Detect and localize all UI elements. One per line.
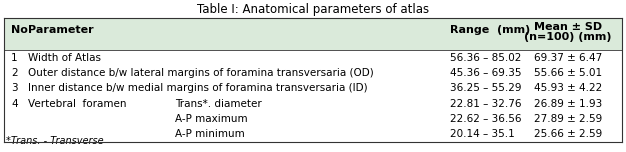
Text: 36.25 – 55.29: 36.25 – 55.29 xyxy=(450,83,521,93)
Text: Parameter: Parameter xyxy=(28,25,94,35)
Text: Inner distance b/w medial margins of foramina transversaria (ID): Inner distance b/w medial margins of for… xyxy=(28,83,367,93)
Text: *Trans. - Transverse: *Trans. - Transverse xyxy=(6,136,104,146)
Text: 20.14 – 35.1: 20.14 – 35.1 xyxy=(450,129,515,139)
Text: 55.66 ± 5.01: 55.66 ± 5.01 xyxy=(534,68,602,78)
Text: 69.37 ± 6.47: 69.37 ± 6.47 xyxy=(534,53,602,63)
Text: Vertebral  foramen: Vertebral foramen xyxy=(28,99,126,109)
Text: No.: No. xyxy=(11,25,32,35)
Text: 1: 1 xyxy=(11,53,18,63)
Text: Outer distance b/w lateral margins of foramina transversaria (OD): Outer distance b/w lateral margins of fo… xyxy=(28,68,374,78)
Text: A-P minimum: A-P minimum xyxy=(175,129,245,139)
Text: 25.66 ± 2.59: 25.66 ± 2.59 xyxy=(534,129,602,139)
Text: 2: 2 xyxy=(11,68,18,78)
Text: 45.93 ± 4.22: 45.93 ± 4.22 xyxy=(534,83,602,93)
Text: A-P maximum: A-P maximum xyxy=(175,114,248,124)
Text: 45.36 – 69.35: 45.36 – 69.35 xyxy=(450,68,521,78)
Text: Trans*. diameter: Trans*. diameter xyxy=(175,99,262,109)
Text: 56.36 – 85.02: 56.36 – 85.02 xyxy=(450,53,521,63)
Text: Range  (mm): Range (mm) xyxy=(450,25,530,35)
Text: 4: 4 xyxy=(11,99,18,109)
Bar xyxy=(4,18,622,50)
Text: 22.62 – 36.56: 22.62 – 36.56 xyxy=(450,114,521,124)
Text: 26.89 ± 1.93: 26.89 ± 1.93 xyxy=(534,99,602,109)
Text: 27.89 ± 2.59: 27.89 ± 2.59 xyxy=(534,114,602,124)
Text: Width of Atlas: Width of Atlas xyxy=(28,53,101,63)
Text: 22.81 – 32.76: 22.81 – 32.76 xyxy=(450,99,521,109)
Text: Table I: Anatomical parameters of atlas: Table I: Anatomical parameters of atlas xyxy=(197,2,429,16)
Text: 3: 3 xyxy=(11,83,18,93)
Text: (n=100) (mm): (n=100) (mm) xyxy=(524,32,612,42)
Text: Mean ± SD: Mean ± SD xyxy=(534,22,602,32)
